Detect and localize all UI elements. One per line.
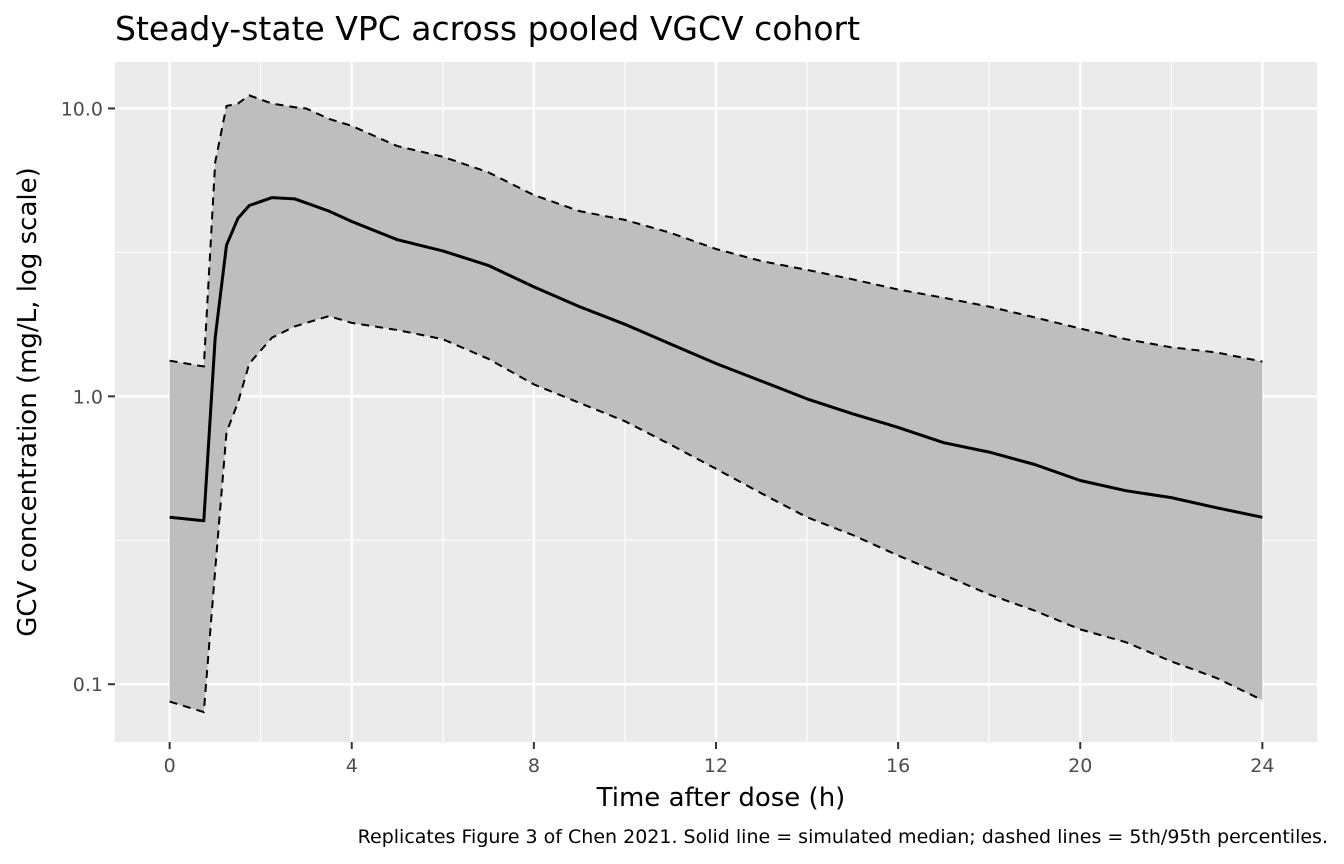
p05-line xyxy=(169,315,1263,714)
x-tick-label: 20 xyxy=(1068,755,1092,777)
chart-title: Steady-state VPC across pooled VGCV coho… xyxy=(115,9,860,48)
median-line xyxy=(169,196,1263,523)
x-tick-label: 16 xyxy=(886,755,910,777)
chart-caption: Replicates Figure 3 of Chen 2021. Solid … xyxy=(358,826,1328,848)
p95-line xyxy=(169,94,1263,368)
x-tick-label: 0 xyxy=(164,755,176,777)
y-tick-label: 10.0 xyxy=(61,98,103,120)
x-tick-label: 24 xyxy=(1250,755,1274,777)
x-axis-title: Time after dose (h) xyxy=(596,783,846,813)
y-tick-label: 0.1 xyxy=(73,674,103,696)
series-lines xyxy=(169,94,1263,714)
y-tick-label: 1.0 xyxy=(73,386,103,408)
x-tick-label: 8 xyxy=(528,755,540,777)
y-axis-ticks: 0.1 1.0 10.0 xyxy=(61,98,115,696)
y-axis-title: GCV concentration (mg/L, log scale) xyxy=(13,167,43,636)
x-axis-ticks: 0 4 8 12 16 20 24 xyxy=(164,742,1274,777)
x-tick-label: 12 xyxy=(704,755,728,777)
x-tick-label: 4 xyxy=(346,755,358,777)
